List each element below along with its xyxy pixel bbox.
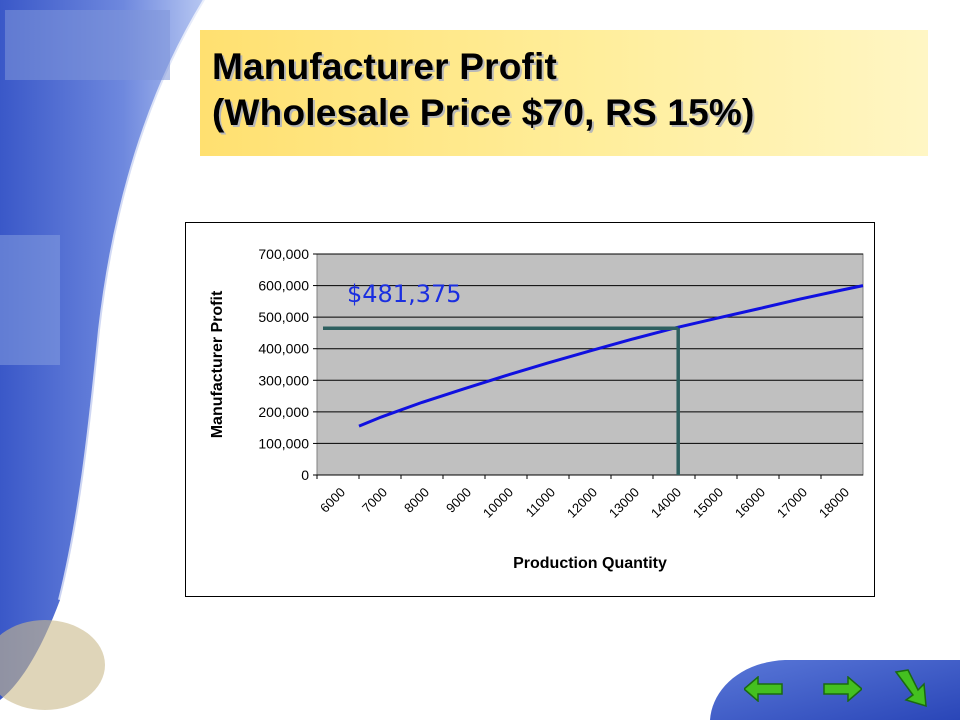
x-tick-label: 8000 <box>401 485 432 516</box>
y-tick-label: 200,000 <box>258 404 309 420</box>
person-photo <box>0 235 60 365</box>
x-tick-label: 11000 <box>523 485 558 520</box>
forward-button[interactable] <box>822 676 862 702</box>
annotation-label: $481,375 <box>347 280 462 308</box>
slide-title-line-1: Manufacturer Profit <box>212 46 558 87</box>
profit-chart: 0 100,000 200,000 300,000 400,000 500,000 600,… <box>209 246 864 572</box>
y-tick-label: 300,000 <box>258 372 309 388</box>
x-tick-label: 14000 <box>648 485 684 521</box>
y-tick-label: 600,000 <box>258 278 309 294</box>
y-tick-label: 700,000 <box>258 246 309 262</box>
y-tick-label: 400,000 <box>258 341 309 357</box>
title-box: Manufacturer Profit (Wholesale Price $70… <box>200 30 928 156</box>
x-tick-label: 12000 <box>564 485 600 521</box>
y-tick-label: 500,000 <box>258 309 309 325</box>
end-arrow-icon <box>894 669 927 708</box>
slide-title-line-2: (Wholesale Price $70, RS 15%) <box>212 92 755 133</box>
x-tick-label: 16000 <box>732 485 768 521</box>
x-axis-title: Production Quantity <box>513 555 667 572</box>
series-line <box>358 284 864 428</box>
x-tick-label: 6000 <box>317 485 348 516</box>
business-people-photo <box>5 10 170 80</box>
x-tick-label: 15000 <box>690 485 726 521</box>
forward-arrow-icon <box>823 676 862 702</box>
chart-frame: 0 100,000 200,000 300,000 400,000 500,000 600,… <box>185 222 875 597</box>
end-button[interactable] <box>892 668 932 708</box>
back-button[interactable] <box>744 676 784 702</box>
back-arrow-icon <box>744 676 783 702</box>
x-tick-label: 18000 <box>816 485 852 521</box>
x-tick-label: 9000 <box>443 485 474 516</box>
x-tick-label: 13000 <box>606 485 642 521</box>
plot-area <box>316 253 864 476</box>
y-tick-label: 0 <box>301 467 309 483</box>
y-axis-title: Manufacturer Profit <box>209 290 226 438</box>
x-tick-label: 7000 <box>359 485 390 516</box>
coins-image <box>0 620 105 710</box>
x-tick-label: 10000 <box>480 485 516 521</box>
x-tick-label: 17000 <box>774 485 810 521</box>
y-tick-label: 100,000 <box>258 435 309 451</box>
